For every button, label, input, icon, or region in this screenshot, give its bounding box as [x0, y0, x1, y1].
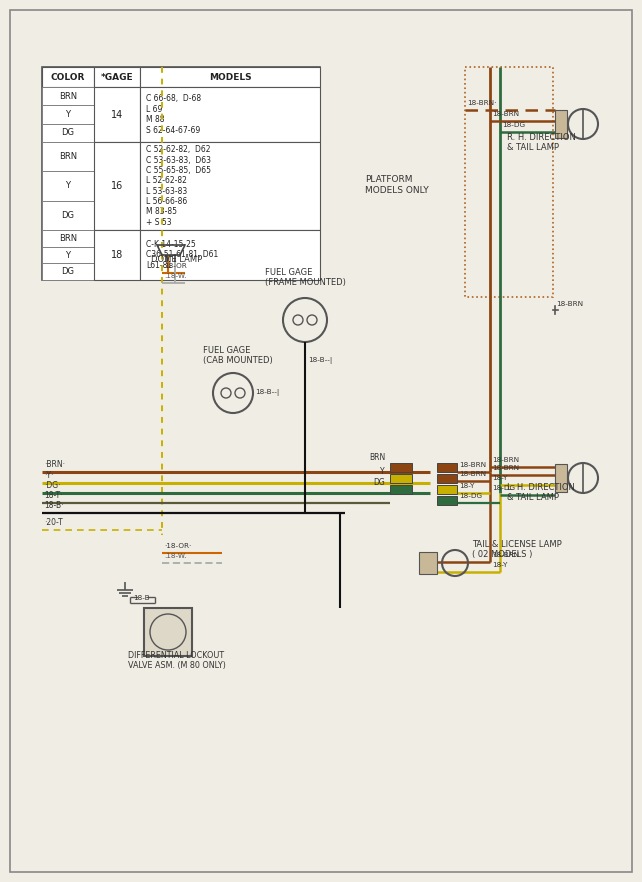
Text: FUEL GAGE
(FRAME MOUNTED): FUEL GAGE (FRAME MOUNTED) [265, 267, 346, 287]
Text: 18-B·: 18-B· [44, 501, 64, 510]
Bar [437, 496, 457, 505]
Bar [42, 123, 94, 142]
Bar [42, 142, 94, 171]
Text: MODELS: MODELS [209, 72, 251, 81]
Text: 18-Y: 18-Y [459, 483, 474, 489]
Text: FUEL GAGE
(CAB MOUNTED): FUEL GAGE (CAB MOUNTED) [203, 346, 273, 365]
Bar [42, 105, 94, 123]
Text: 18-BRN: 18-BRN [492, 457, 519, 463]
Text: 16: 16 [111, 181, 123, 191]
Bar [42, 67, 94, 87]
Text: DG: DG [62, 129, 74, 138]
Text: 18-BRN: 18-BRN [459, 471, 486, 477]
Text: TAIL & LICENSE LAMP
( 02 MODELS ): TAIL & LICENSE LAMP ( 02 MODELS ) [472, 540, 562, 559]
Bar [390, 463, 412, 472]
Text: DG: DG [373, 478, 385, 487]
Text: Y: Y [65, 110, 71, 119]
Bar [437, 463, 457, 472]
Text: L. H. DIRECTION
& TAIL LAMP: L. H. DIRECTION & TAIL LAMP [507, 482, 575, 502]
Text: DIFFERENTIAL LOCKOUT
VALVE ASM. (M 80 ONLY): DIFFERENTIAL LOCKOUT VALVE ASM. (M 80 ON… [128, 651, 226, 670]
Text: C-K 14-15-25
C36-51-61-81, D61
L61-81: C-K 14-15-25 C36-51-61-81, D61 L61-81 [146, 240, 218, 270]
Text: 18-DG: 18-DG [459, 493, 482, 499]
Bar [42, 171, 94, 201]
Bar [140, 230, 320, 280]
Text: 18-B: 18-B [133, 595, 150, 601]
Bar [465, 67, 553, 297]
Text: ·Y·: ·Y· [44, 471, 53, 480]
Text: BRN: BRN [59, 234, 77, 243]
Text: R. H. DIRECTION
& TAIL LAMP: R. H. DIRECTION & TAIL LAMP [507, 132, 576, 152]
Bar [94, 230, 140, 280]
Text: Y: Y [65, 250, 71, 259]
Text: 18-Y: 18-Y [492, 562, 507, 568]
Text: 18: 18 [111, 250, 123, 260]
Bar [390, 485, 412, 494]
Text: .18-W.: .18-W. [164, 273, 186, 279]
Bar [42, 264, 94, 280]
Bar [42, 201, 94, 230]
Bar [42, 247, 94, 264]
Text: 18-DG: 18-DG [502, 122, 525, 128]
Text: ·18-OR·: ·18-OR· [164, 543, 191, 549]
Text: DOME LAMP: DOME LAMP [151, 255, 202, 264]
Text: Y: Y [65, 182, 71, 191]
Bar [437, 485, 457, 494]
Bar [94, 142, 140, 230]
Bar [94, 67, 140, 87]
Text: 18-BRN: 18-BRN [492, 111, 519, 117]
Text: *GAGE: *GAGE [101, 72, 134, 81]
Text: 18-BRN: 18-BRN [492, 552, 519, 558]
Bar [390, 474, 412, 483]
Text: 14: 14 [111, 109, 123, 119]
Text: 18-BRN·: 18-BRN· [467, 100, 496, 106]
Text: 18-T·: 18-T· [44, 491, 62, 500]
Text: ·DG·: ·DG· [44, 481, 60, 490]
Text: 18-BRN: 18-BRN [556, 301, 583, 307]
Text: Y: Y [380, 467, 385, 476]
Bar [555, 110, 567, 138]
Bar [42, 230, 94, 247]
Text: 18-BRN: 18-BRN [492, 465, 519, 471]
Bar [42, 67, 320, 280]
Bar [419, 552, 437, 574]
Text: 18-BRN: 18-BRN [459, 462, 486, 468]
Bar [437, 474, 457, 483]
Bar [140, 67, 320, 87]
Text: DG: DG [62, 211, 74, 220]
Text: 18-B--|: 18-B--| [308, 357, 333, 364]
Text: 18-Y: 18-Y [492, 475, 507, 481]
Bar [144, 608, 192, 656]
Text: 18-DG: 18-DG [492, 485, 515, 491]
Text: BRN: BRN [369, 453, 385, 462]
Text: ·BRN·: ·BRN· [44, 460, 65, 469]
Bar [94, 87, 140, 142]
Text: COLOR: COLOR [51, 72, 85, 81]
Text: BRN: BRN [59, 153, 77, 161]
Text: DG: DG [62, 267, 74, 276]
Text: 18-OR: 18-OR [164, 263, 187, 269]
Text: 18-B--|: 18-B--| [255, 390, 279, 397]
Bar [140, 87, 320, 142]
Bar [140, 142, 320, 230]
Bar [555, 464, 567, 492]
Text: .18-W.: .18-W. [164, 553, 186, 559]
Text: C 66-68,  D-68
L 69
M 88
S 62-64-67-69: C 66-68, D-68 L 69 M 88 S 62-64-67-69 [146, 94, 201, 135]
Text: ·20-T: ·20-T [44, 518, 63, 527]
Text: C 52-62-82,  D62
C 53-63-83,  D63
C 55-65-85,  D65
L 52-62-82
L 53-63-83
L 56-66: C 52-62-82, D62 C 53-63-83, D63 C 55-65-… [146, 146, 211, 227]
Text: PLATFORM
MODELS ONLY: PLATFORM MODELS ONLY [365, 176, 429, 195]
Bar [42, 87, 94, 105]
Text: BRN: BRN [59, 92, 77, 101]
